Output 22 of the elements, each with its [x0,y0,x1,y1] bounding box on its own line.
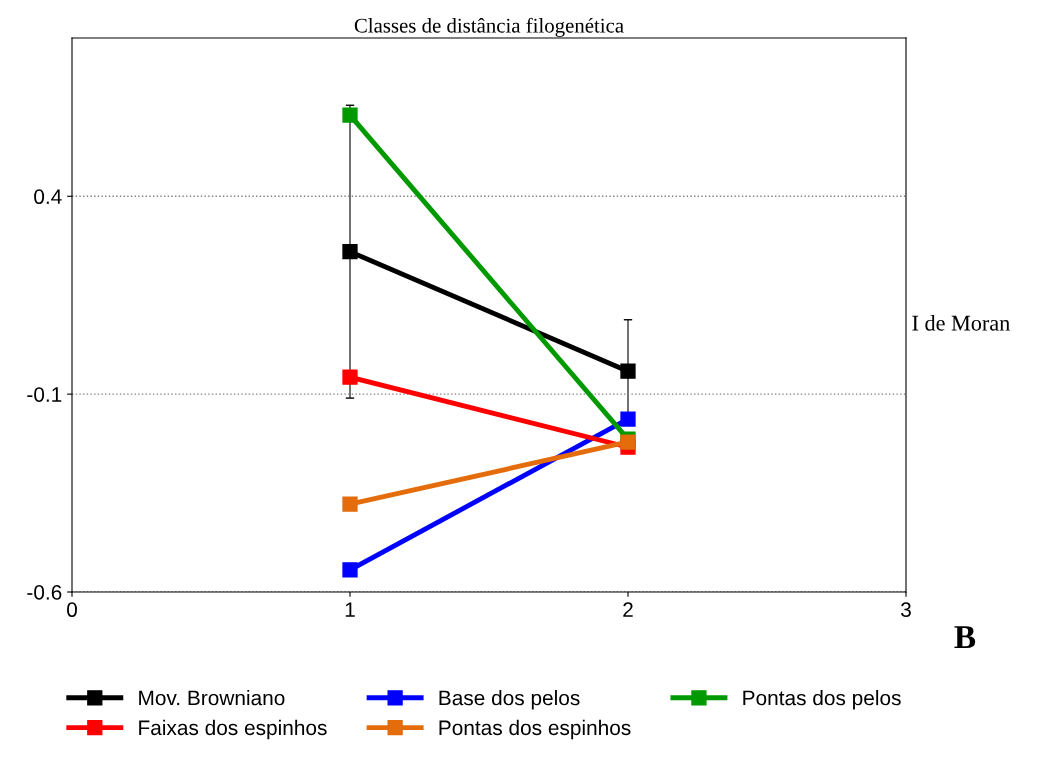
y-tick-label: 0.4 [34,189,62,205]
point [342,369,358,385]
point [620,363,636,379]
text: B [954,626,976,649]
legend-label: Mov. Browniano [139,689,285,706]
x-tick-label: 0 [67,602,77,618]
point [620,411,636,427]
legend-label: Pontas dos espinhos [439,719,631,740]
legend-label: Pontas dos pelos [743,689,901,710]
y-tick-label: -0.1 [27,387,62,402]
point [342,496,358,512]
x-tick-label: 1 [345,602,355,617]
y-tick-label: -0.6 [27,585,62,600]
point [342,244,358,260]
legend-label: Faixas dos espinhos [139,719,327,740]
point [342,107,358,123]
x-axis-title: Classes de distância filogenética [354,17,624,37]
x-tick-label: 3 [901,602,911,618]
legend-label: Base dos pelos [439,689,580,710]
point [342,562,358,578]
x-tick-label: 2 [623,602,633,617]
y-axis-title: I de Moran [912,315,1010,331]
